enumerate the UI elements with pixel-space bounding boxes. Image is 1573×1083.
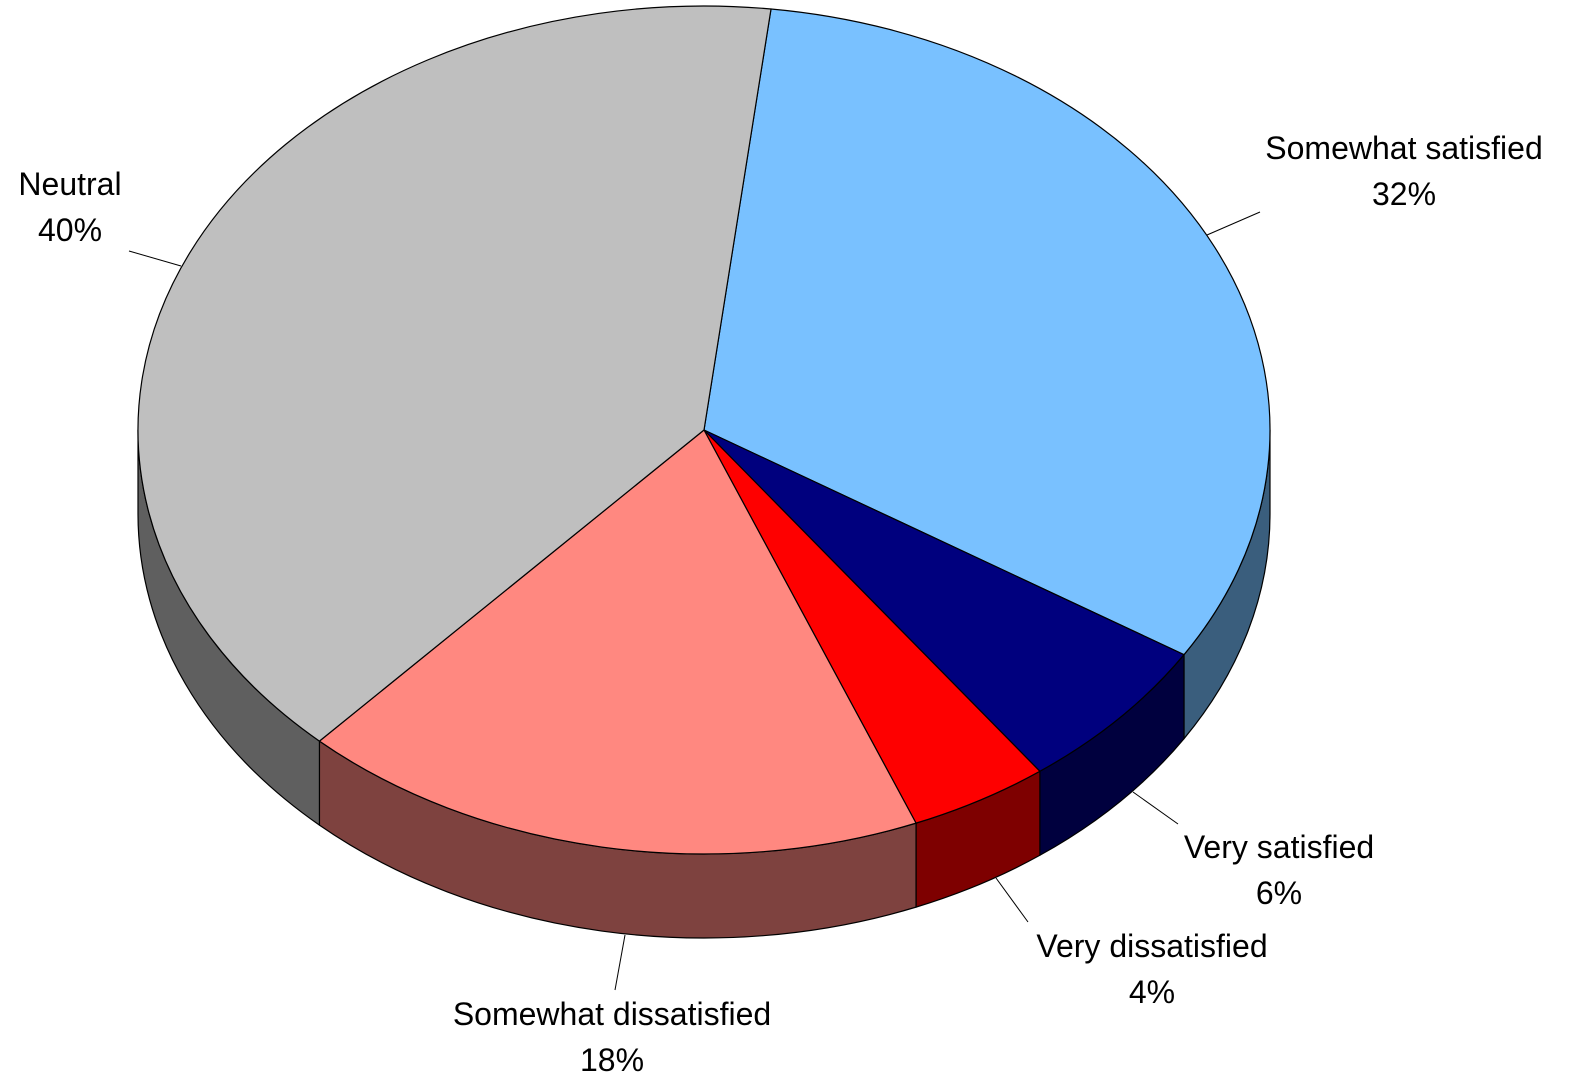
- slice-value-very-dissatisfied: 4%: [1129, 974, 1175, 1010]
- slice-label-neutral: Neutral: [18, 166, 121, 202]
- slice-label-very-dissatisfied: Very dissatisfied: [1036, 928, 1267, 964]
- slice-value-very-satisfied: 6%: [1256, 875, 1302, 911]
- leader-line-very-dissatisfied: [995, 877, 1029, 923]
- pie-slice-somewhat-satisfied: [703, 8, 1271, 656]
- slice-label-somewhat-satisfied: Somewhat satisfied: [1265, 130, 1542, 166]
- pie-slice-very-satisfied: [703, 429, 1185, 772]
- pie-slice-neutral: [137, 5, 772, 742]
- leader-line-somewhat-satisfied: [1206, 211, 1261, 236]
- leader-line-somewhat-dissatisfied: [614, 934, 626, 991]
- slice-label-very-satisfied: Very satisfied: [1184, 829, 1374, 865]
- leader-line-very-satisfied: [1132, 791, 1179, 825]
- slice-label-somewhat-dissatisfied: Somewhat dissatisfied: [453, 996, 771, 1032]
- slice-value-neutral: 40%: [38, 212, 102, 248]
- leader-line-neutral: [128, 250, 182, 267]
- slice-value-somewhat-satisfied: 32%: [1372, 176, 1436, 212]
- pie-sides: [137, 429, 1271, 939]
- pie-top: [137, 5, 1271, 855]
- slice-value-somewhat-dissatisfied: 18%: [580, 1042, 644, 1078]
- pie-slice-somewhat-dissatisfied: [318, 429, 917, 855]
- pie-labels: Somewhat satisfied 32% Very satisfied 6% Ver…: [18, 130, 1542, 1078]
